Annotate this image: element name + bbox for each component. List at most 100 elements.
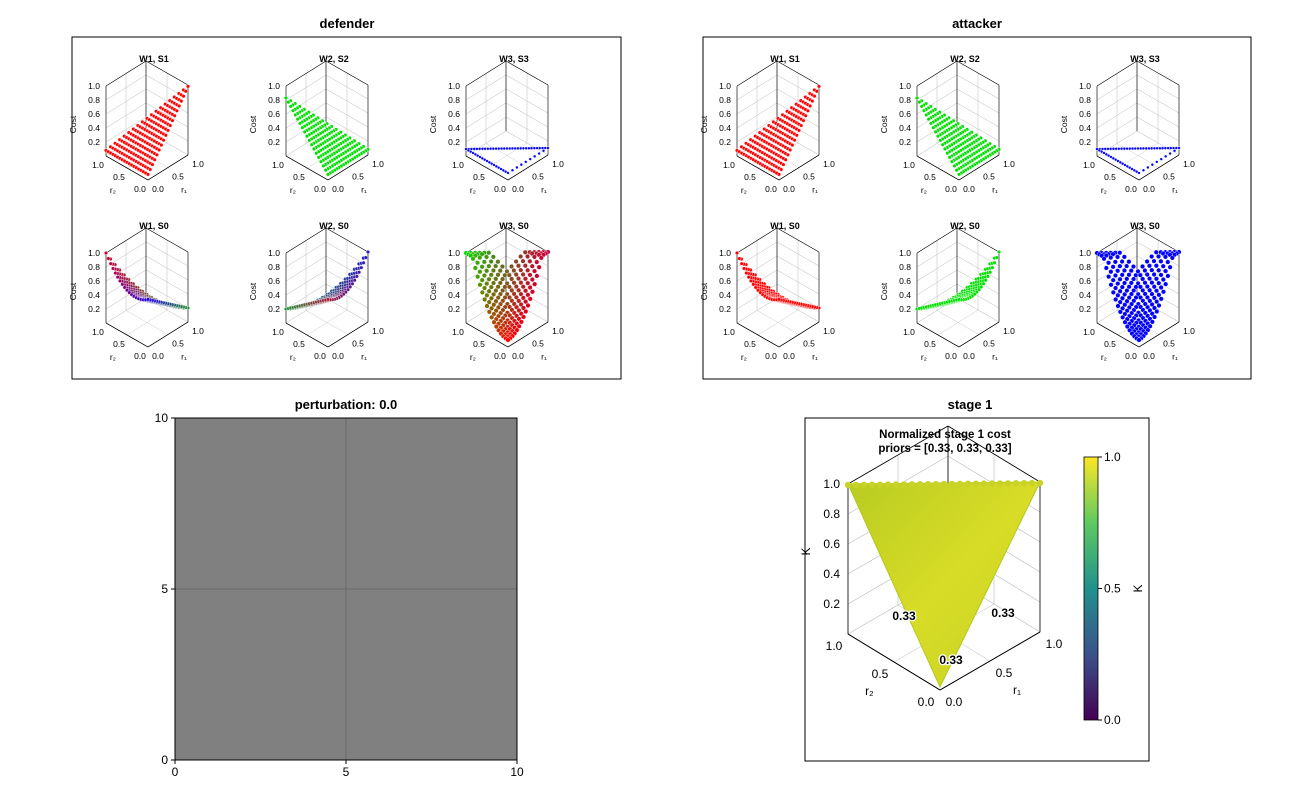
r2-axis-label: r₂	[110, 352, 116, 362]
surface-point	[1109, 147, 1113, 151]
surface-point	[472, 147, 476, 151]
cost-tick: 0.4	[268, 123, 280, 133]
surface-point	[1158, 296, 1164, 302]
surface-point	[1108, 282, 1114, 288]
front-axis	[105, 322, 149, 348]
surface-point	[1142, 280, 1148, 286]
y-tick-label: 5	[161, 582, 168, 596]
subplot-w1s1: W1, S1 1.0 0.8 0.6 0.4 0.2 Cost 1.0 0.5 0.0 1.0 0.5…	[699, 54, 835, 195]
surface-point	[1101, 256, 1107, 262]
surface-point	[525, 280, 531, 286]
k-tick: 0.8	[823, 507, 840, 521]
r2-axis-label: r₂	[290, 185, 296, 195]
k-axis-label: K	[799, 547, 813, 555]
r1-axis-label: r₁	[181, 184, 187, 194]
front-axis	[285, 322, 329, 348]
surface-point	[1160, 146, 1165, 150]
surface-point	[486, 250, 492, 256]
surface-point	[152, 157, 157, 162]
surface-point	[1110, 277, 1116, 283]
surface-point	[1122, 147, 1126, 151]
surface-point	[505, 337, 511, 343]
surface-point	[1128, 268, 1134, 274]
r1-tick: 0.5	[996, 666, 1013, 680]
surface-point	[546, 146, 550, 150]
cost-tick: 1.0	[88, 248, 100, 258]
r1-tick: 1.0	[1183, 326, 1195, 336]
surface-point	[1151, 295, 1157, 301]
surface-point	[500, 276, 506, 282]
surface-point	[295, 117, 300, 122]
cost-tick: 1.0	[899, 248, 911, 258]
r2-tick: 0.0	[765, 351, 777, 361]
cost-tick: 0.6	[719, 276, 731, 286]
surface-point	[529, 289, 535, 295]
r2-tick: 1.0	[452, 327, 464, 337]
subplot-title: W2, S2	[319, 54, 349, 64]
defender-panel: W1, S1 1.0 0.8 0.6 0.4 0.2 Cost 1.0 0.5 0.0 1.0 0.5…	[68, 54, 564, 362]
surface-point	[108, 261, 113, 266]
prior-annotation: 0.33	[892, 609, 916, 623]
cost-tick: 0.8	[1079, 95, 1091, 105]
cost-tick: 1.0	[719, 248, 731, 258]
front-axis	[507, 321, 549, 348]
r2-tick: 0.0	[314, 184, 326, 194]
surface-point	[491, 147, 495, 151]
surface-point	[1137, 272, 1143, 278]
front-axis	[327, 321, 369, 348]
surface-point	[533, 154, 537, 158]
r1-tick: 0.0	[512, 351, 524, 361]
surface-point	[985, 274, 990, 279]
surface-point	[489, 314, 495, 320]
r2-axis-label: r₂	[741, 185, 747, 195]
surface-point	[363, 255, 368, 260]
surface-point	[1128, 147, 1132, 151]
cost-tick: 0.2	[1079, 304, 1091, 314]
surface-point	[493, 276, 499, 282]
r1-tick: 0.0	[946, 695, 963, 709]
surface-point	[518, 254, 524, 260]
surface-point	[1110, 289, 1116, 295]
surface-point	[493, 298, 499, 304]
surface-point	[1114, 147, 1118, 151]
front-axis	[939, 631, 1041, 691]
surface-point	[957, 297, 962, 302]
surface-point	[936, 134, 941, 139]
surface-point	[1174, 146, 1178, 150]
surface-point	[357, 270, 362, 275]
surface-point	[493, 324, 499, 330]
cost-tick: 0.6	[899, 276, 911, 286]
r2-tick: 1.0	[272, 160, 284, 170]
cost-tick: 0.2	[899, 304, 911, 314]
surface-point	[525, 292, 531, 298]
surface-point	[1122, 291, 1128, 297]
r1-tick: 0.0	[963, 184, 975, 194]
stage-priors: priors = [0.33, 0.33, 0.33]	[878, 443, 1011, 455]
grid-line	[306, 142, 348, 169]
surface-edge-point	[924, 480, 932, 488]
surface-point	[1130, 264, 1136, 270]
surface-point	[298, 121, 303, 126]
surface-edge-point	[892, 481, 900, 488]
surface-point	[518, 280, 524, 286]
r2-tick: 0.0	[1125, 184, 1137, 194]
surface-point	[1160, 263, 1166, 269]
surface-point	[957, 172, 962, 177]
r2-tick: 0.5	[924, 172, 936, 182]
surface-point	[1117, 276, 1123, 282]
r1-tick: 1.0	[1003, 326, 1015, 336]
cost-tick: 1.0	[268, 248, 280, 258]
surface-point	[1153, 276, 1159, 282]
surface-point	[1103, 265, 1109, 271]
cost-tick: 0.6	[1079, 276, 1091, 286]
surface-point	[534, 273, 540, 279]
axis-line	[505, 60, 549, 86]
surface-point	[1146, 165, 1150, 170]
surface-point	[523, 299, 529, 305]
r1-tick: 1.0	[192, 326, 204, 336]
surface-point	[792, 138, 797, 143]
cost-tick: 1.0	[719, 81, 731, 91]
cost-tick: 0.8	[719, 95, 731, 105]
cost-tick: 0.2	[899, 137, 911, 147]
r2-tick: 0.5	[744, 339, 756, 349]
